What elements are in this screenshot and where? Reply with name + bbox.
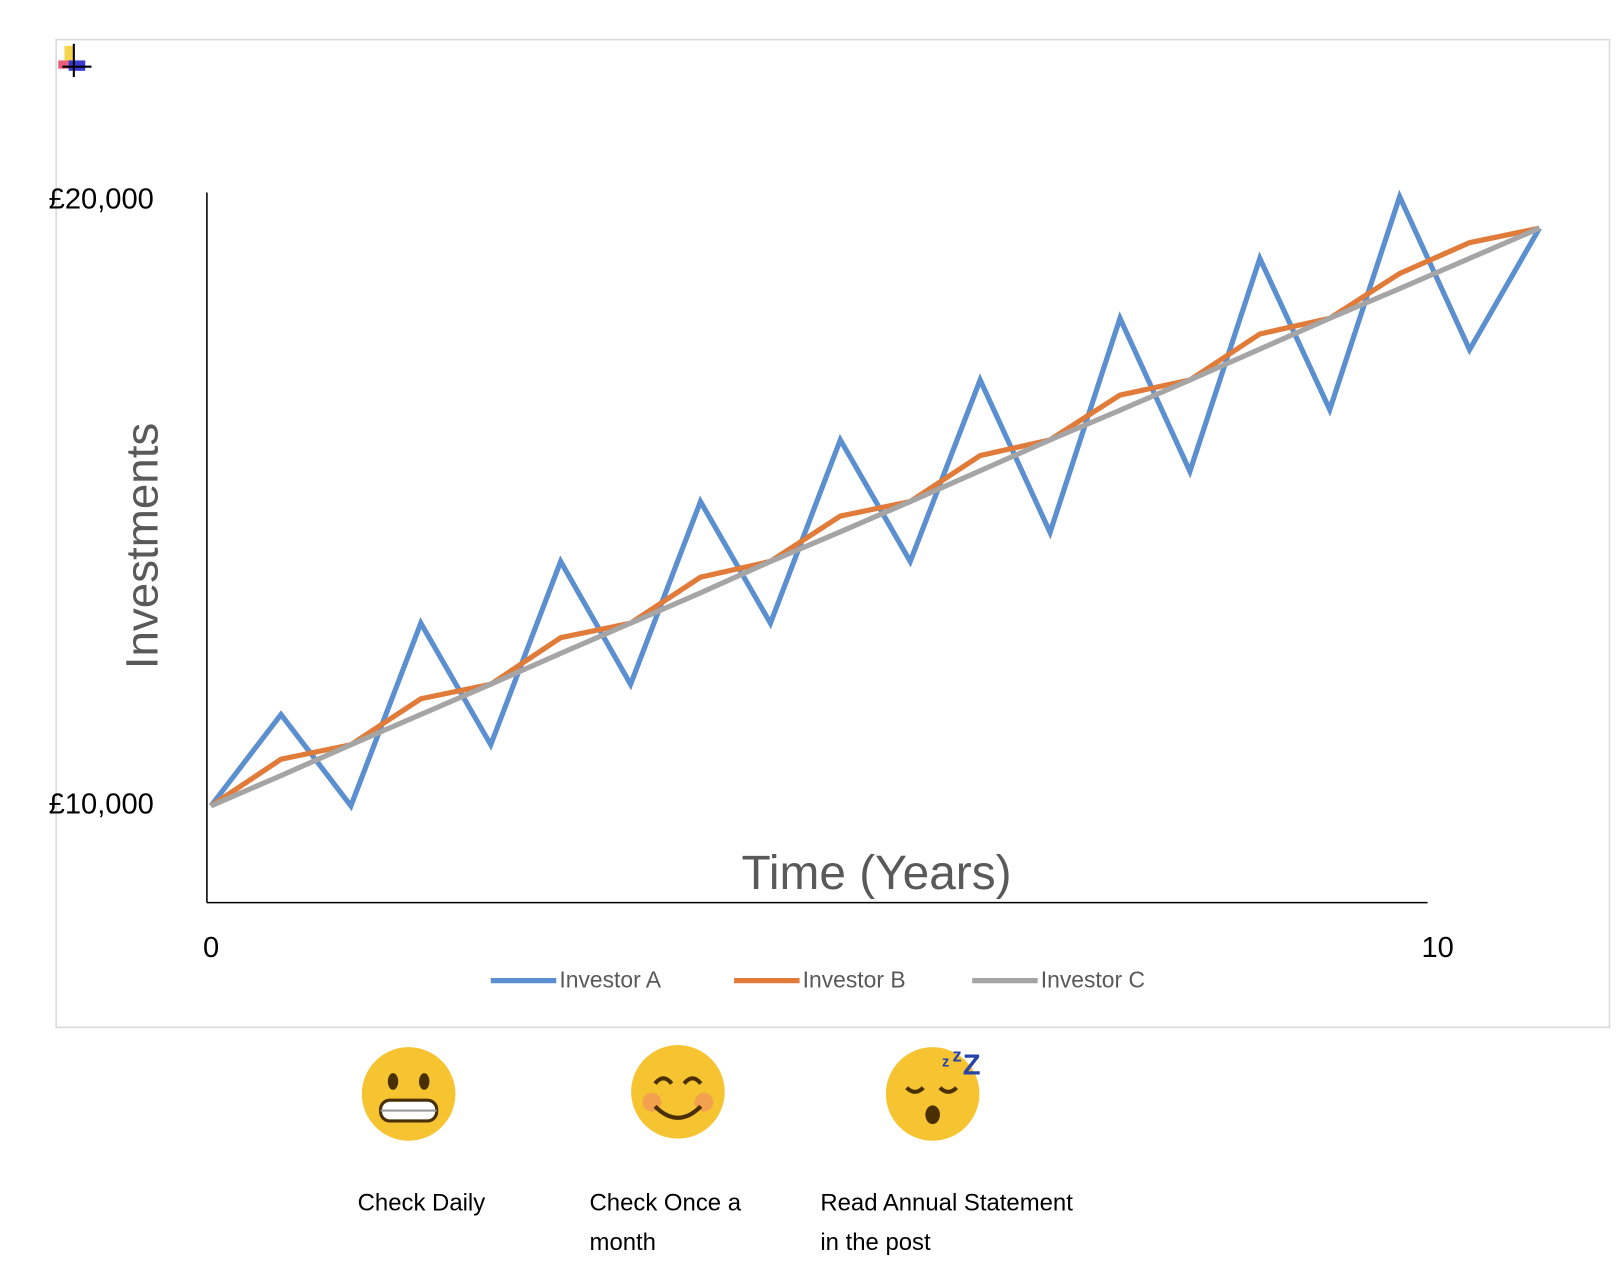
- y-tick-label: £10,000: [49, 789, 154, 821]
- series-line: [209, 189, 1542, 812]
- caption: Check Daily: [358, 1189, 486, 1216]
- y-tick-label: £20,000: [49, 184, 154, 216]
- series-line: [210, 225, 1541, 809]
- x-tick-label: 10: [1421, 932, 1453, 964]
- emoji-smile: [631, 1045, 725, 1139]
- x-tick-label: 0: [203, 932, 219, 964]
- legend-label: Investor B: [803, 967, 906, 993]
- caption: in the post: [820, 1229, 931, 1256]
- caption: month: [590, 1229, 656, 1256]
- caption: Check Once a: [590, 1189, 742, 1216]
- emoji-grimace: [361, 1047, 456, 1141]
- emoji-sleep: z z Z: [885, 1044, 981, 1141]
- svg-text:z: z: [952, 1044, 961, 1065]
- legend-label: Investor A: [559, 967, 661, 993]
- y-axis-label: Investments: [117, 423, 168, 670]
- caption: Read Annual Statement: [820, 1189, 1073, 1216]
- x-axis-label: Time (Years): [741, 847, 1011, 900]
- svg-text:Z: Z: [963, 1050, 981, 1082]
- app-icon: [58, 43, 92, 78]
- legend-label: Investor C: [1041, 967, 1145, 993]
- svg-text:z: z: [942, 1055, 949, 1071]
